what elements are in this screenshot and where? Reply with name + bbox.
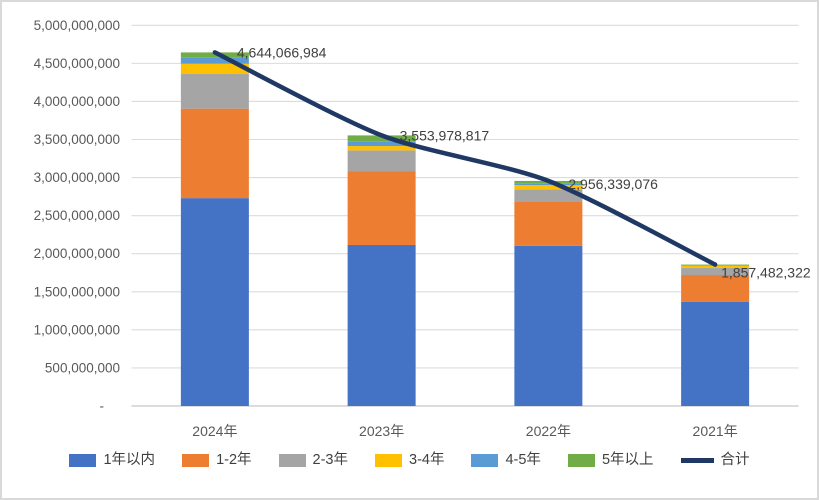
x-axis-category-label: 2021年 <box>693 423 738 439</box>
bar-segment-1-2年 <box>681 275 750 302</box>
total-data-label: 3,553,978,817 <box>400 127 490 143</box>
legend-item-4-5年: 4-5年 <box>471 452 541 468</box>
legend-label: 1-2年 <box>216 452 252 468</box>
y-axis-tick-label: 3,000,000,000 <box>34 170 120 185</box>
bar-segment-1年以内 <box>681 301 750 406</box>
bar-segment-1-2年 <box>180 108 249 199</box>
y-axis-tick-label: 3,500,000,000 <box>34 132 120 147</box>
y-axis-tick-label: 5,000,000,000 <box>34 18 120 33</box>
bar-segment-1-2年 <box>514 201 583 246</box>
bar-segment-2-3年 <box>347 150 416 172</box>
legend-color-swatch-icon <box>375 453 402 467</box>
total-line <box>212 50 718 267</box>
legend-item-5年以上: 5年以上 <box>567 452 654 468</box>
y-axis-tick-label: 2,000,000,000 <box>34 246 120 261</box>
bar-segment-2-3年 <box>681 268 750 276</box>
bar-segment-1年以内 <box>514 245 583 406</box>
bar-segment-4-5年 <box>180 57 249 64</box>
legend-label: 4-5年 <box>505 452 541 468</box>
total-data-label: 1,857,482,322 <box>721 265 811 281</box>
legend-color-swatch-icon <box>278 453 306 467</box>
bar-segment-4-5年 <box>514 183 583 186</box>
y-axis-tick-label: 2,500,000,000 <box>34 208 120 223</box>
x-axis-category-label: 2022年 <box>526 423 571 439</box>
bar-segment-2-3年 <box>514 189 583 202</box>
legend-label: 1年以内 <box>103 452 156 468</box>
legend-item-3-4年: 3-4年 <box>375 453 444 468</box>
bar-segment-4-5年 <box>347 141 416 147</box>
y-axis-tick-label: 1,500,000,000 <box>34 284 120 299</box>
bar-segment-2-3年 <box>180 74 249 109</box>
legend-item-1-2年: 1-2年 <box>182 452 252 468</box>
x-axis-category-label: 2023年 <box>359 423 404 439</box>
legend-color-swatch-icon <box>182 453 210 467</box>
legend-label: 3-4年 <box>409 452 445 468</box>
y-axis-tick-label: 1,000,000,000 <box>34 322 120 337</box>
legend-color-swatch-icon <box>567 453 595 467</box>
y-axis-tick-label: - <box>100 399 105 414</box>
chart-legend: 1年以内 1-2年 2-3年 3-4年 4-5年 5年以上 合计 <box>2 453 817 468</box>
bar-segment-1年以内 <box>180 198 249 406</box>
legend-item-合计: 合计 <box>680 452 750 468</box>
legend-label: 2-3年 <box>312 452 348 468</box>
legend-label: 合计 <box>720 452 750 468</box>
legend-label: 5年以上 <box>601 452 654 468</box>
bar-segment-3-4年 <box>347 146 416 151</box>
legend-item-2-3年: 2-3年 <box>278 452 348 468</box>
bar-segment-5年以上 <box>347 135 416 142</box>
bar-segment-3-4年 <box>180 63 249 75</box>
x-axis-category-label: 2024年 <box>192 423 237 439</box>
total-data-label: 4,644,066,984 <box>237 44 327 60</box>
legend-item-1年以内: 1年以内 <box>69 453 155 468</box>
legend-line-swatch-icon <box>680 458 714 463</box>
y-axis-tick-label: 4,500,000,000 <box>34 56 120 71</box>
bar-segment-1年以内 <box>347 244 416 406</box>
legend-color-swatch-icon <box>69 453 97 467</box>
legend-color-swatch-icon <box>471 453 499 467</box>
total-data-label: 2,956,339,076 <box>568 176 658 192</box>
y-axis-tick-label: 500,000,000 <box>45 360 120 375</box>
y-axis-tick-label: 4,000,000,000 <box>34 94 120 109</box>
bar-segment-1-2年 <box>347 171 416 245</box>
bar-segment-3-4年 <box>514 185 583 190</box>
